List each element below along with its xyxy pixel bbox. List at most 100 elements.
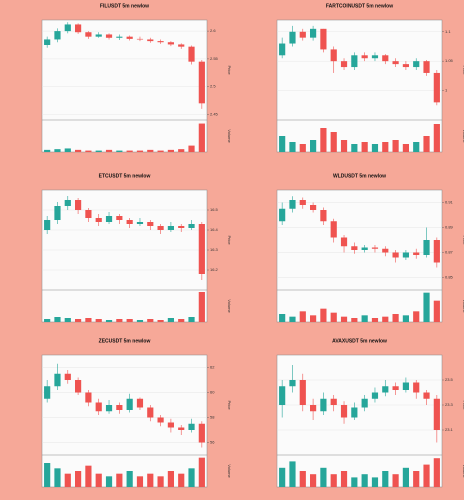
volume-bar — [116, 473, 123, 487]
volume-bar — [178, 149, 185, 152]
volume-bar — [126, 319, 133, 322]
candle-body — [198, 224, 205, 274]
volume-bar — [167, 149, 174, 152]
volume-bar — [413, 311, 420, 322]
candle-body — [279, 208, 286, 222]
volume-bar — [351, 318, 358, 322]
candle-body — [126, 220, 133, 224]
volume-bar — [423, 292, 430, 322]
volume-bar — [198, 123, 205, 152]
candle-body — [382, 386, 389, 393]
volume-bar — [361, 142, 368, 152]
y-tick-label: 0.91 — [445, 200, 454, 205]
candle-body — [371, 247, 379, 249]
candle-body — [105, 216, 113, 222]
y-axis-label: Price — [462, 235, 464, 245]
y-tick-label: 2.5 — [210, 84, 216, 89]
candle-body — [188, 423, 195, 430]
volume-bar — [147, 149, 154, 152]
volume-bar — [279, 467, 286, 487]
volume-bar — [105, 476, 113, 487]
y-tick-label: 56 — [210, 440, 215, 445]
candle-body — [413, 252, 420, 255]
candle-body — [402, 64, 409, 68]
volume-bar — [351, 144, 358, 152]
plot-area — [276, 354, 443, 488]
y-tick-label: 23.3 — [445, 402, 454, 407]
volume-bar — [392, 314, 399, 322]
volume-bar — [64, 148, 71, 152]
volume-bar — [361, 474, 368, 487]
volume-bar — [320, 128, 327, 152]
y-tick-label: 0.85 — [445, 275, 454, 280]
volume-bar — [44, 463, 51, 487]
candle-body — [423, 61, 430, 73]
candle-body — [413, 382, 420, 393]
volume-bar — [85, 150, 92, 152]
volume-bar — [116, 319, 123, 322]
y-tick-label: 62 — [210, 365, 215, 370]
candle-body — [44, 220, 51, 230]
candle-body — [85, 32, 92, 37]
y-tick-label: 1.05 — [445, 58, 454, 63]
candle-body — [382, 55, 389, 62]
volume-axis-label: Volume — [462, 129, 464, 143]
candle-body — [402, 252, 409, 258]
volume-bar — [392, 474, 399, 487]
volume-bar — [413, 471, 420, 487]
chart-title: ZECUSDT 5m newlow — [99, 338, 151, 344]
candle-body — [433, 398, 440, 430]
candle-body — [116, 36, 123, 38]
volume-bar — [402, 144, 409, 152]
volume-bar — [147, 473, 154, 487]
candle-body — [147, 39, 154, 42]
volume-bar — [371, 318, 379, 322]
volume-bar — [382, 316, 389, 322]
candle-body — [361, 398, 368, 408]
candle-body — [136, 222, 144, 224]
volume-bar — [147, 319, 154, 322]
chart-title: FARTCOINUSDT 5m newlow — [326, 3, 393, 9]
y-tick-label: 2.6 — [210, 28, 216, 33]
volume-axis-label: Volume — [227, 464, 232, 478]
candle-body — [157, 226, 164, 230]
candle-body — [116, 405, 123, 410]
candle-body — [423, 392, 430, 399]
candle-body — [188, 224, 195, 228]
candle-body — [178, 226, 185, 228]
volume-bar — [64, 318, 71, 322]
candle-body — [105, 405, 113, 412]
y-axis-label: Price — [462, 65, 464, 75]
candle-body — [371, 55, 379, 59]
y-tick-label: 1.1 — [445, 29, 451, 34]
y-axis-label: Price — [227, 65, 232, 75]
candle-body — [320, 398, 327, 412]
volume-bar — [310, 315, 317, 322]
volume-bar — [75, 471, 82, 487]
candle-body — [392, 386, 399, 390]
candle-body — [136, 398, 144, 408]
candle-body — [116, 216, 123, 220]
volume-bar — [75, 149, 82, 152]
candle-body — [75, 200, 82, 210]
candle-body — [433, 72, 440, 103]
y-tick-label: 58 — [210, 415, 215, 420]
candle-body — [198, 61, 205, 104]
volume-bar — [423, 464, 430, 487]
volume-bar — [136, 320, 144, 322]
volume-bar — [371, 144, 379, 152]
y-axis-label: Price — [462, 400, 464, 410]
candle-body — [178, 44, 185, 47]
candle-body — [310, 405, 317, 412]
candle-body — [105, 34, 113, 38]
volume-bar — [310, 140, 317, 152]
volume-bar — [198, 292, 205, 322]
volume-axis-label: Volume — [227, 299, 232, 313]
volume-bar — [178, 319, 185, 322]
candle-body — [279, 43, 286, 56]
candle-body — [167, 42, 174, 45]
y-axis-label: Price — [227, 235, 232, 245]
candle-body — [382, 248, 389, 253]
